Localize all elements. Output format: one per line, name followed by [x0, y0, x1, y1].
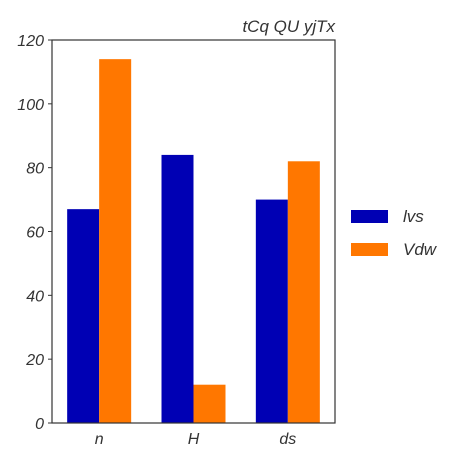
- bar-lvs-ds: [255, 199, 288, 423]
- y-axis: 0 20 40 60 80 100 120: [17, 33, 52, 433]
- legend-label-lvs: lvs: [403, 207, 424, 226]
- legend-swatch-Vdw: [351, 243, 388, 256]
- bar-Vdw-H: [193, 384, 226, 423]
- bars-group: [67, 59, 320, 424]
- x-tick-label: ds: [279, 431, 296, 448]
- bar-Vdw-ds: [287, 161, 320, 424]
- x-tick-label: H: [188, 431, 200, 448]
- legend-swatch-lvs: [351, 210, 388, 223]
- bar-Vdw-n: [99, 59, 132, 424]
- chart-title: tCq QU yjTx: [242, 17, 335, 36]
- bar-lvs-n: [67, 209, 100, 423]
- y-tick-label: 0: [35, 416, 44, 433]
- y-tick-label: 100: [17, 97, 44, 114]
- y-tick-label: 120: [17, 33, 44, 50]
- legend: lvs Vdw: [351, 207, 438, 259]
- y-tick-label: 40: [26, 288, 44, 305]
- x-tick-label: n: [95, 431, 104, 448]
- y-tick-label: 20: [25, 352, 44, 369]
- y-tick-label: 80: [26, 161, 44, 178]
- y-tick-label: 60: [26, 225, 44, 242]
- legend-label-Vdw: Vdw: [403, 240, 438, 259]
- bar-lvs-H: [161, 154, 194, 423]
